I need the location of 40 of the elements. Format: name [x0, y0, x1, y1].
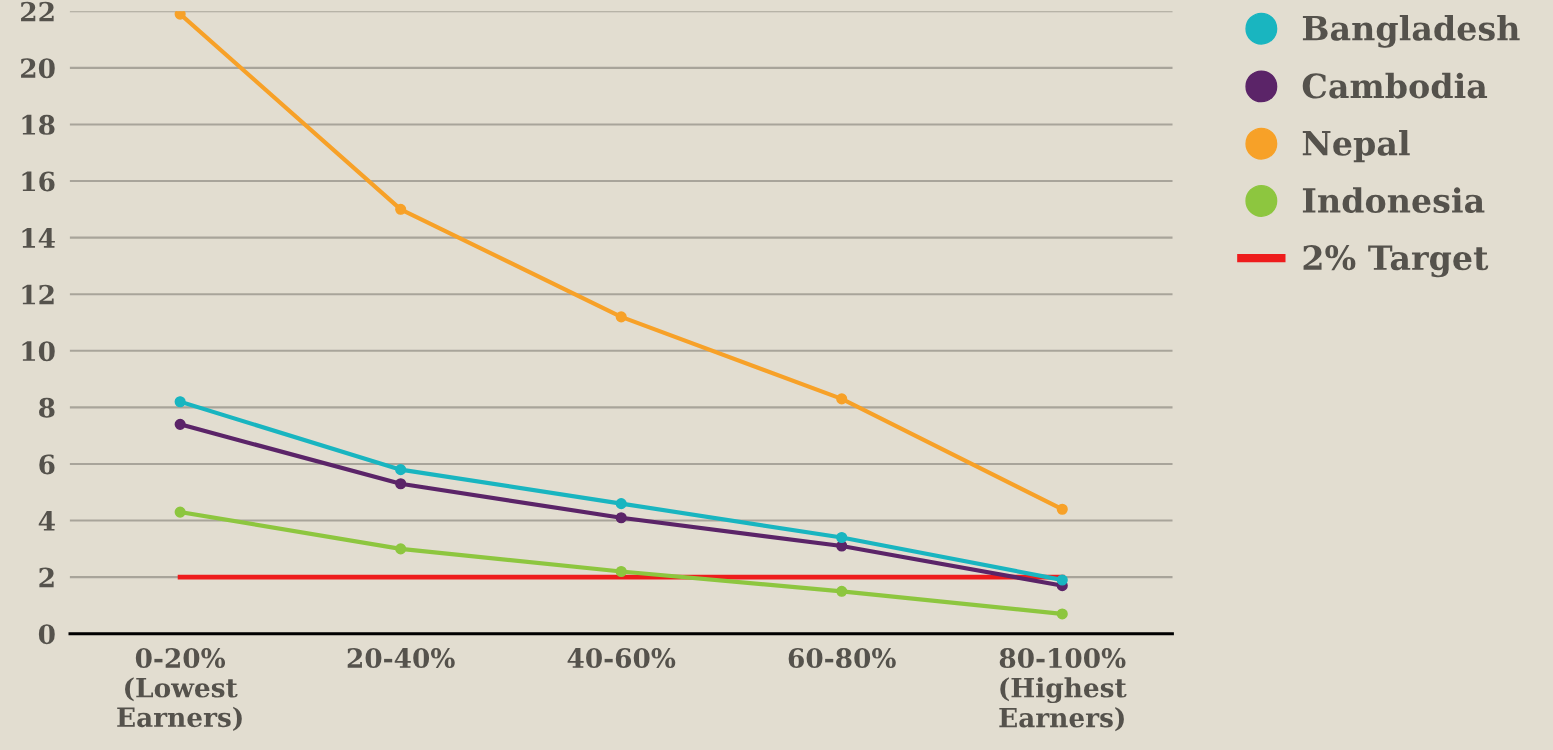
point	[1056, 503, 1068, 515]
y-tick-label: 18	[22, 114, 55, 135]
legend-label: Bangladesh	[1302, 15, 1520, 48]
point	[836, 393, 848, 405]
y-tick-label: 0	[38, 624, 55, 645]
point	[836, 585, 848, 597]
legend-label: Indonesia	[1302, 187, 1485, 214]
x-tick-label: 20-40%	[347, 648, 455, 669]
point	[395, 464, 407, 476]
point	[395, 478, 407, 490]
y-tick-label: 6	[39, 454, 55, 475]
point	[174, 396, 186, 408]
y-tick-label: 14	[22, 228, 55, 248]
x-tick-label: 60-80%	[788, 648, 896, 669]
x-tick-label: 80-100% (Highest Earners)	[999, 648, 1127, 732]
point	[174, 506, 186, 518]
point	[836, 531, 848, 544]
point	[395, 543, 407, 555]
y-tick-label: 2	[39, 567, 54, 588]
point	[615, 311, 627, 323]
y-tick-label: 10	[22, 341, 55, 362]
point	[1056, 608, 1068, 620]
y-tick-label: 12	[22, 284, 54, 305]
point	[174, 418, 186, 430]
point	[1056, 574, 1068, 586]
x-tick-label: 0-20% (Lowest Earners)	[117, 648, 242, 731]
x-tick-label: 40-60%	[567, 648, 676, 669]
legend-label: Nepal	[1302, 129, 1410, 163]
point	[174, 11, 186, 20]
y-tick-label: 4	[38, 511, 55, 531]
point	[615, 565, 627, 578]
legend-label: Cambodia	[1302, 72, 1488, 99]
point	[615, 498, 627, 510]
y-tick-label: 8	[39, 397, 55, 418]
y-tick-label: 16	[22, 171, 55, 192]
y-tick-label: 22	[21, 1, 54, 22]
point	[395, 203, 407, 215]
legend-label: 2% Target	[1303, 245, 1489, 278]
point	[615, 512, 627, 524]
y-tick-label: 20	[21, 58, 55, 79]
